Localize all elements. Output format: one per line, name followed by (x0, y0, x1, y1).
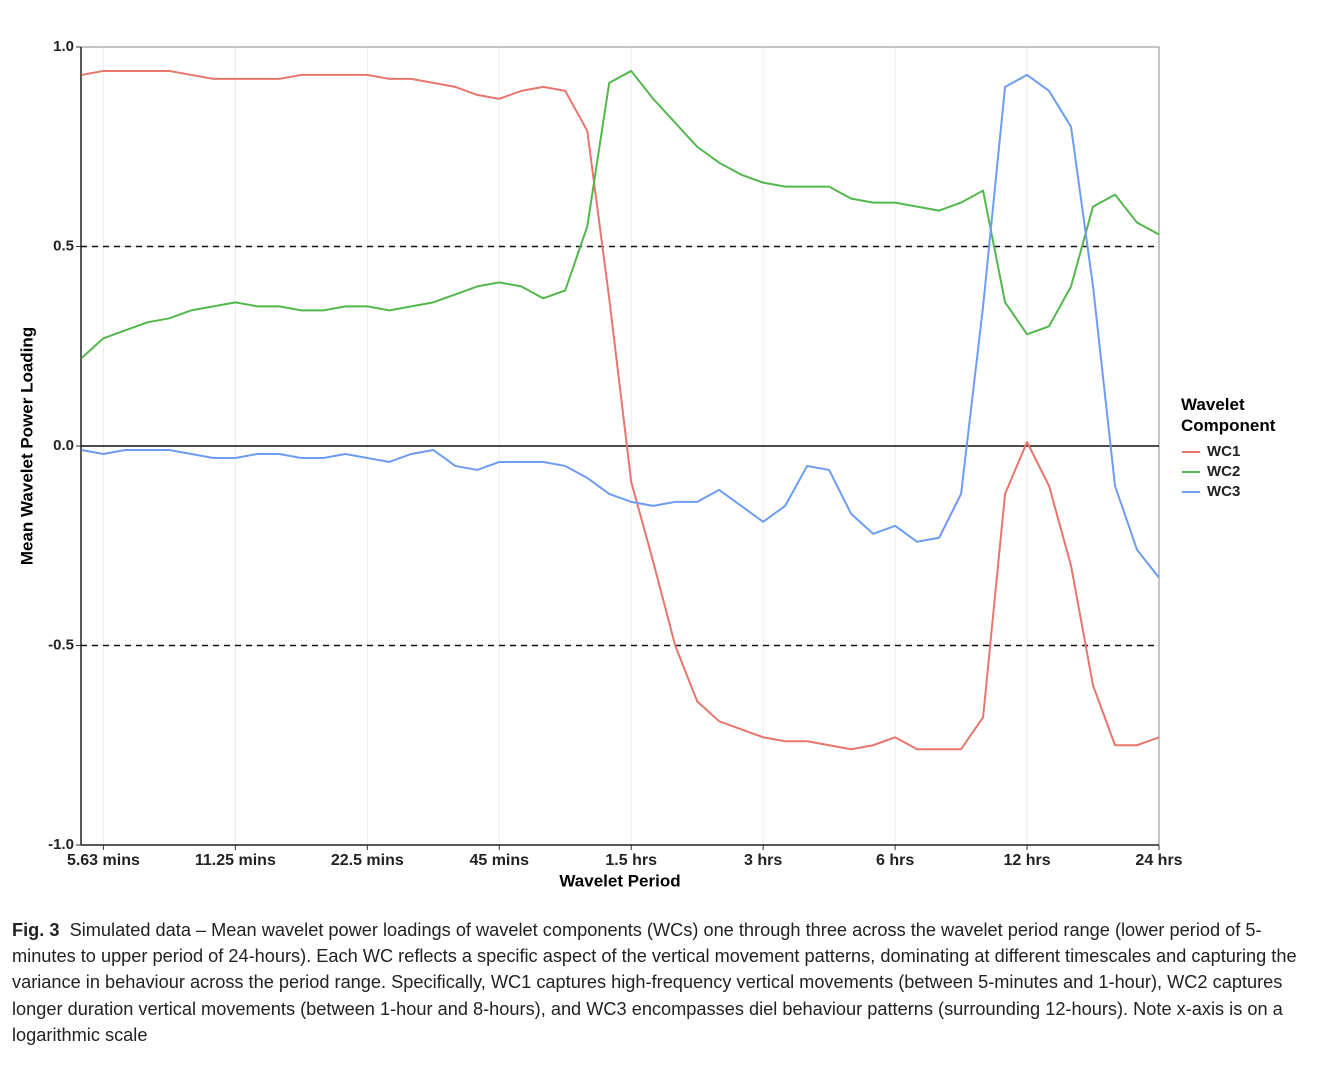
x-tick-label: 5.63 mins (67, 852, 140, 869)
x-tick-label: 3 hrs (744, 852, 782, 869)
series-line (81, 69, 1160, 751)
x-axis-title: Wavelet Period (559, 871, 680, 890)
caption: Fig. 3 Simulated data – Mean wavelet pow… (12, 917, 1302, 1048)
y-tick-label: 0.5 (53, 237, 74, 254)
x-tick-label: 6 hrs (876, 852, 914, 869)
x-tick-label: 24 hrs (1135, 852, 1182, 869)
y-axis-title: Mean Wavelet Power Loading (17, 327, 36, 565)
x-tick-label: 22.5 mins (331, 852, 404, 869)
legend-label: WC2 (1207, 463, 1240, 480)
legend-label: WC3 (1207, 483, 1240, 500)
series-line (81, 73, 1160, 579)
x-tick-label: 11.25 mins (195, 852, 276, 869)
x-tick-label: 1.5 hrs (605, 852, 657, 869)
series-line (80, 69, 1160, 359)
y-tick-label: 1.0 (53, 38, 74, 55)
caption-label: Fig. 3 (12, 920, 60, 940)
x-tick-label: 12 hrs (1003, 852, 1050, 869)
chart: Wavelet Period Mean Wavelet Power Loadin… (17, 38, 1240, 891)
legend-title: Wavelet Component (1181, 395, 1276, 435)
legend-label: WC1 (1207, 443, 1240, 460)
x-tick-label: 45 mins (469, 852, 529, 869)
y-tick-label: -1.0 (48, 836, 74, 853)
y-tick-label: -0.5 (48, 636, 74, 653)
y-tick-label: 0.0 (53, 437, 74, 454)
caption-text: Simulated data – Mean wavelet power load… (12, 920, 1297, 1045)
